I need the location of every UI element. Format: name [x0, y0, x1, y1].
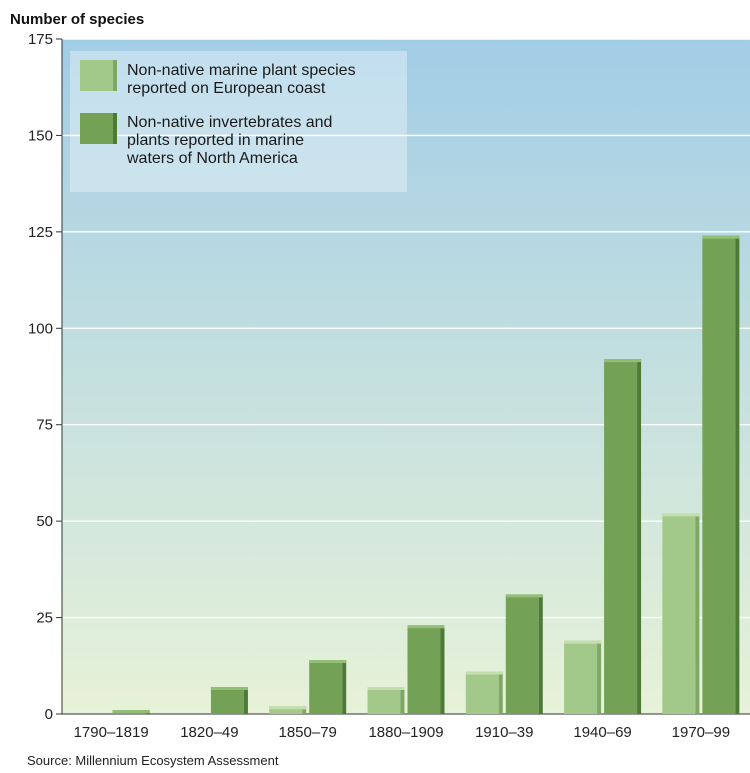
legend-swatch-side-european-plants — [113, 60, 117, 91]
legend: Non-native marine plant species reported… — [70, 51, 407, 192]
bar-side-european — [302, 706, 307, 714]
bar-side-north-america — [735, 235, 740, 714]
bar-top-european — [465, 671, 503, 675]
legend-label-european-plants: Non-native marine plant species reported… — [127, 62, 360, 97]
y-tick-label: 100 — [28, 320, 53, 337]
y-tick-label: 0 — [45, 706, 53, 723]
bar-side-european — [400, 687, 405, 714]
bar-side-european — [597, 640, 602, 714]
bar-european — [564, 640, 598, 714]
legend-item-european-plants: Non-native marine plant species reported… — [80, 60, 360, 97]
bar-side-north-america — [440, 625, 445, 714]
y-tick-label: 50 — [36, 513, 53, 530]
bar-north-america — [210, 687, 244, 714]
bar-north-america — [702, 235, 736, 714]
bar-side-european — [498, 671, 503, 714]
x-tick-label: 1970–99 — [672, 724, 730, 741]
bar-european — [367, 687, 401, 714]
x-tick-label: 1820–49 — [180, 724, 238, 741]
bar-north-america — [309, 660, 343, 714]
bar-european — [465, 671, 499, 714]
source-note: Source: Millennium Ecosystem Assessment — [27, 753, 279, 768]
x-tick-label: 1910–39 — [475, 724, 533, 741]
y-tick-label: 25 — [36, 610, 53, 627]
bar-top-north-america — [407, 625, 445, 629]
bar-north-america — [604, 359, 638, 714]
legend-swatch-european-plants — [80, 60, 113, 91]
y-axis: 0 25 50 75 100 125 150 175 — [28, 31, 750, 723]
y-tick-label: 75 — [36, 417, 53, 434]
bar-top-european — [564, 640, 602, 644]
bar-top-european — [367, 687, 405, 690]
bar-top-north-america — [702, 235, 740, 239]
bar-top-north-america — [604, 359, 642, 363]
bar-top-north-america — [112, 710, 150, 714]
legend-box — [70, 51, 407, 192]
bar-side-north-america — [342, 660, 347, 714]
bar-european — [662, 513, 696, 714]
x-axis: 1790–1819 1820–49 1850–79 1880–1909 1910–39 1… — [74, 724, 730, 741]
bar-side-european — [695, 513, 700, 714]
y-tick-label: 150 — [28, 127, 53, 144]
bar-north-america — [407, 625, 441, 714]
bar-top-european — [662, 513, 700, 517]
legend-label-north-america: Non-native invertebrates and plants repo… — [126, 114, 337, 167]
bar-top-north-america — [505, 594, 543, 598]
legend-swatch-north-america — [80, 113, 113, 144]
legend-item-north-america: Non-native invertebrates and plants repo… — [80, 113, 337, 167]
y-axis-title: Number of species — [10, 11, 144, 28]
y-tick-label: 175 — [28, 31, 53, 48]
bar-top-north-america — [309, 660, 347, 663]
gridlines — [62, 38, 750, 619]
x-tick-label: 1850–79 — [279, 724, 337, 741]
bar-side-north-america — [637, 359, 642, 714]
bar-top-north-america — [210, 687, 248, 690]
bar-north-america — [505, 594, 539, 714]
bar-top-european — [269, 706, 307, 710]
bars — [112, 235, 740, 714]
x-tick-label: 1940–69 — [573, 724, 631, 741]
bar-european — [269, 706, 303, 714]
y-tick-label: 125 — [28, 224, 53, 241]
bar-side-north-america — [243, 687, 248, 714]
x-tick-label: 1790–1819 — [74, 724, 149, 741]
x-tick-label: 1880–1909 — [368, 724, 443, 741]
legend-swatch-side-north-america — [113, 113, 117, 144]
bar-side-north-america — [538, 594, 543, 714]
